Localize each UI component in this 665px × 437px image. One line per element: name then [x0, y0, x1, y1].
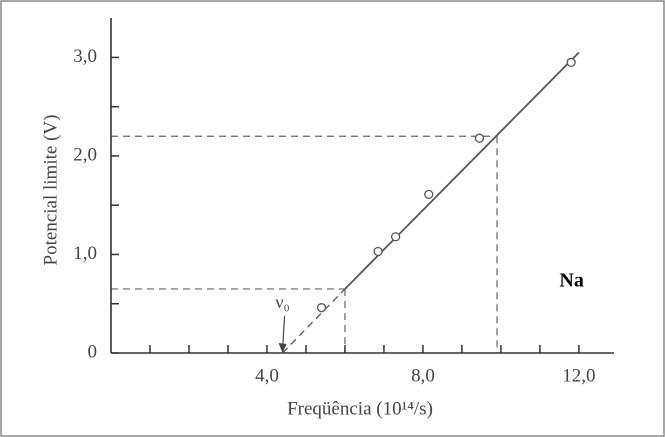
y-tick-label: 3,0	[73, 46, 97, 67]
x-tick-label: 12,0	[562, 365, 595, 386]
fit-line	[344, 51, 580, 290]
arrow-head	[278, 343, 287, 353]
data-point	[424, 189, 434, 200]
annotation: ν₀	[275, 292, 289, 312]
x-tick-label: 4,0	[255, 365, 279, 386]
data-point	[316, 303, 327, 313]
y-tick-label: 2,0	[73, 144, 97, 165]
data-point	[566, 57, 576, 67]
extrapolation-line	[282, 288, 346, 354]
x-tick-label: 8,0	[411, 365, 435, 386]
data-point	[474, 133, 485, 143]
annotation: Na	[559, 270, 583, 292]
data-point	[373, 246, 383, 257]
data-point	[390, 232, 401, 242]
y-tick-label: 1,0	[73, 243, 97, 264]
y-axis-label: Potencial limite (V)	[40, 115, 61, 266]
y-tick-label: 0	[88, 341, 98, 362]
x-axis-label: Freqüência (10¹⁴/s)	[287, 398, 433, 419]
